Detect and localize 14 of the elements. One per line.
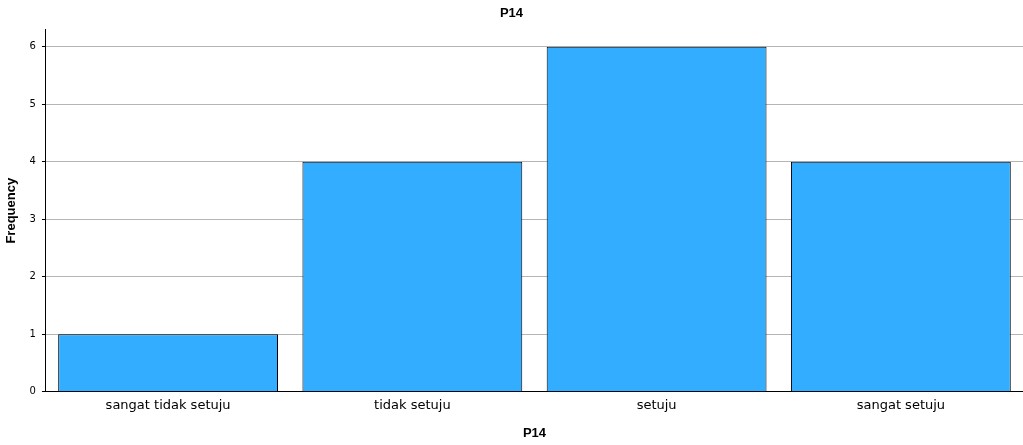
y-tick-label: 6 [29, 40, 36, 52]
y-tick-label: 1 [29, 327, 36, 339]
x-tick-label: tidak setuju [374, 396, 451, 412]
x-tick-label: sangat tidak setuju [105, 396, 231, 412]
chart-title: P14 [499, 5, 524, 21]
x-tick-label: sangat setuju [856, 396, 946, 412]
y-tick-label: 5 [29, 97, 36, 109]
x-axis-title: P14 [522, 424, 547, 440]
y-axis-title: Frequency [3, 177, 19, 244]
x-tick-label: setuju [636, 396, 677, 412]
y-tick-label: 4 [29, 155, 36, 167]
y-tick-label: 0 [29, 385, 36, 397]
y-tick-label: 3 [29, 212, 36, 224]
y-tick-label: 2 [29, 270, 36, 282]
